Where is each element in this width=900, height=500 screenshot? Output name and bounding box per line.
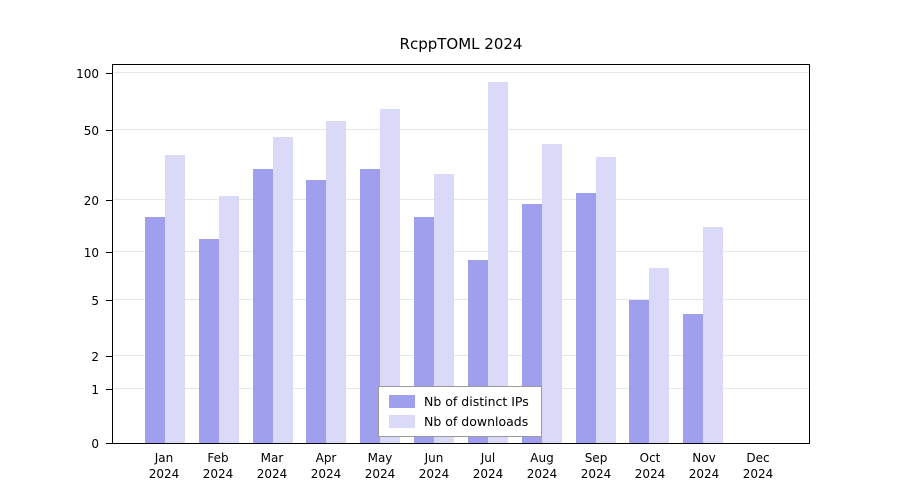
y-tick-mark	[106, 443, 112, 444]
legend-swatch-downloads	[389, 415, 415, 428]
bar-distinct-ips-mar	[252, 169, 273, 443]
bar-distinct-ips-feb	[198, 239, 219, 443]
bar-distinct-ips-aug	[521, 204, 542, 443]
month-group-jan	[138, 65, 192, 443]
month-group-nov	[676, 65, 730, 443]
bar-downloads-oct	[649, 268, 670, 443]
x-tick-label-dec: Dec 2024	[742, 451, 774, 481]
legend-swatch-distinct-ips	[389, 395, 415, 408]
bar-downloads-jun	[434, 174, 455, 443]
x-tick-label-aug: Aug 2024	[526, 451, 558, 481]
plot-area: Nb of distinct IPs Nb of downloads	[112, 64, 810, 444]
bar-downloads-nov	[703, 227, 724, 443]
bar-distinct-ips-oct	[629, 300, 650, 443]
x-tick-label-apr: Apr 2024	[310, 451, 342, 481]
month-group-oct	[622, 65, 676, 443]
bar-downloads-mar	[272, 137, 293, 443]
gridline	[113, 299, 809, 300]
y-tick-label: 50	[83, 124, 99, 138]
month-group-sep	[569, 65, 623, 443]
month-group-feb	[192, 65, 246, 443]
y-tick-mark	[106, 130, 112, 131]
legend-label-distinct-ips: Nb of distinct IPs	[424, 394, 529, 409]
y-tick-label: 10	[83, 246, 99, 260]
month-group-apr	[299, 65, 353, 443]
month-group-mar	[246, 65, 300, 443]
x-tick-label-nov: Nov 2024	[688, 451, 720, 481]
x-tick-label-sep: Sep 2024	[580, 451, 612, 481]
gridline	[113, 129, 809, 130]
y-tick-mark	[106, 300, 112, 301]
x-tick-label-jan: Jan 2024	[148, 451, 180, 481]
y-tick-label: 0	[91, 437, 99, 451]
x-axis-labels: Jan 2024 Feb 2024 Mar 2024 Apr 2024 May 2024…	[112, 450, 810, 482]
bar-downloads-apr	[326, 121, 347, 443]
legend: Nb of distinct IPs Nb of downloads	[378, 386, 542, 437]
bar-downloads-aug	[541, 144, 562, 443]
y-tick-label: 100	[76, 67, 99, 81]
y-tick-label: 20	[83, 194, 99, 208]
x-tick-label-may: May 2024	[364, 451, 396, 481]
month-group-dec	[730, 65, 784, 443]
y-tick-label: 1	[91, 383, 99, 397]
bar-downloads-jul	[487, 82, 508, 443]
chart-title: RcppTOML 2024	[399, 35, 523, 53]
bar-downloads-may	[380, 109, 401, 443]
bar-downloads-jan	[164, 155, 185, 443]
y-tick-mark	[106, 389, 112, 390]
gridline	[113, 199, 809, 200]
y-tick-mark	[106, 200, 112, 201]
gridline	[113, 251, 809, 252]
gridline	[113, 72, 809, 73]
y-tick-mark	[106, 356, 112, 357]
bar-distinct-ips-sep	[575, 193, 596, 443]
bar-distinct-ips-jan	[144, 217, 165, 443]
month-group-aug	[515, 65, 569, 443]
y-tick-label: 2	[91, 350, 99, 364]
x-tick-label-mar: Mar 2024	[256, 451, 288, 481]
y-tick-label: 5	[91, 294, 99, 308]
legend-label-downloads: Nb of downloads	[424, 414, 529, 429]
y-axis: 0 1 2 5 10 20 50 100	[0, 64, 112, 451]
bar-distinct-ips-nov	[683, 314, 704, 443]
bar-downloads-sep	[595, 157, 616, 443]
bar-distinct-ips-apr	[306, 180, 327, 443]
legend-item-downloads: Nb of downloads	[389, 414, 529, 429]
bar-distinct-ips-may	[360, 169, 381, 443]
x-tick-label-feb: Feb 2024	[202, 451, 234, 481]
gridline	[113, 355, 809, 356]
bar-downloads-feb	[218, 196, 239, 443]
month-group-may	[353, 65, 407, 443]
legend-item-distinct-ips: Nb of distinct IPs	[389, 394, 529, 409]
y-tick-mark	[106, 73, 112, 74]
x-tick-label-jun: Jun 2024	[418, 451, 450, 481]
x-tick-label-oct: Oct 2024	[634, 451, 666, 481]
y-tick-mark	[106, 252, 112, 253]
x-tick-label-jul: Jul 2024	[472, 451, 504, 481]
